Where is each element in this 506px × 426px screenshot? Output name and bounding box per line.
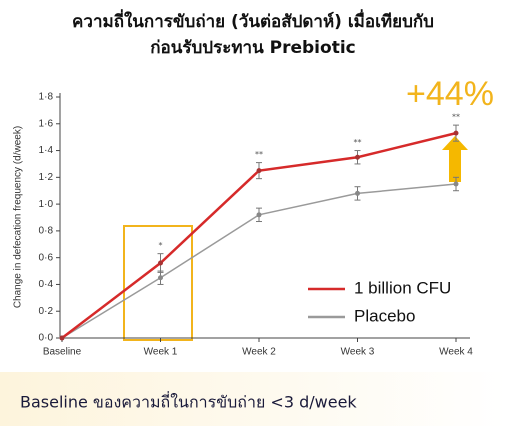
chart-subtitle: ก่อนรับประทาน Prebiotic: [150, 38, 355, 58]
significance: **: [354, 138, 362, 147]
legend-label: 1 billion CFU: [354, 278, 451, 297]
y-tick-label: 1·4: [39, 145, 54, 156]
point: [158, 275, 163, 281]
x-tick-label: Week 4: [439, 347, 473, 358]
x-tick-label: Week 3: [341, 347, 375, 358]
footnote: Baseline ของความถี่ในการขับถ่าย <3 d/wee…: [20, 391, 357, 412]
y-tick-label: 0·0: [39, 333, 54, 344]
y-tick-label: 1·0: [39, 199, 54, 210]
y-tick-label: 1·6: [39, 118, 54, 129]
y-tick-label: 0·8: [39, 226, 54, 237]
y-axis-label: Change in defecation frequency (d/week): [13, 126, 24, 308]
y-tick-label: 0·2: [39, 306, 54, 317]
x-tick-label: Week 2: [242, 347, 276, 358]
point: [453, 181, 459, 187]
x-tick-label: Week 1: [144, 347, 178, 358]
significance: **: [255, 150, 263, 159]
point: [256, 168, 262, 174]
y-tick-label: 0·6: [39, 252, 54, 263]
y-tick-label: 0·4: [39, 279, 54, 290]
point: [158, 260, 163, 266]
point: [453, 130, 459, 136]
point: [256, 212, 262, 218]
y-tick-label: 1·2: [39, 172, 54, 183]
footer-bg: [0, 372, 506, 426]
x-tick-label: Baseline: [43, 347, 82, 358]
chart-title: ความถี่ในการขับถ่าย (วันต่อสัปดาห์) เมื่…: [72, 9, 434, 32]
highlight-box: [123, 225, 193, 341]
annotation: +44%: [406, 75, 494, 113]
significance: *: [159, 241, 163, 250]
y-tick-label: 1·8: [39, 92, 54, 103]
point: [355, 154, 360, 160]
point: [355, 190, 360, 196]
point: [59, 335, 65, 341]
significance: **: [452, 113, 460, 122]
legend-label: Placebo: [354, 306, 415, 325]
arrow: [442, 136, 468, 182]
